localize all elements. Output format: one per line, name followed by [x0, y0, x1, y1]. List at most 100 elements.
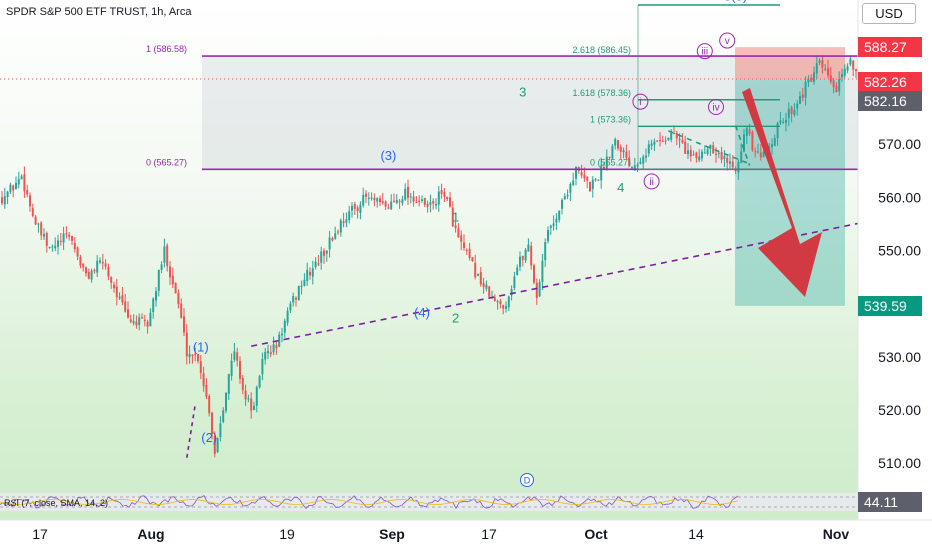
candle-body	[689, 150, 692, 157]
candle-body	[785, 119, 787, 123]
candle-body	[460, 235, 463, 242]
candle-body	[743, 134, 745, 152]
candle-body	[684, 141, 687, 154]
candle-body	[129, 319, 132, 322]
candle-body	[493, 297, 496, 301]
candle-body	[723, 155, 726, 159]
candle-body	[104, 263, 107, 267]
x-tick-label: Aug	[137, 526, 164, 542]
candle-body	[589, 181, 591, 192]
wave-label-circled: ii	[649, 177, 653, 188]
x-tick-label: Oct	[584, 526, 608, 542]
candle-body	[519, 256, 521, 267]
candle-body	[737, 161, 740, 173]
candle-body	[642, 156, 645, 164]
candle-body	[110, 277, 113, 283]
candle-body	[261, 358, 264, 375]
candle-body	[687, 150, 689, 155]
candle-body	[745, 127, 748, 136]
candle-body	[387, 207, 390, 209]
candle-body	[3, 196, 6, 205]
x-tick-label: 17	[32, 526, 48, 542]
candle-body	[373, 197, 376, 201]
candle-body	[34, 216, 37, 225]
wave-label-blue: (4)	[414, 305, 430, 320]
candle-body	[709, 144, 712, 149]
candle-body	[113, 284, 115, 289]
candle-body	[692, 154, 695, 156]
candle-body	[367, 197, 370, 199]
candle-body	[199, 361, 202, 374]
candle-body	[454, 225, 457, 229]
candle-body	[614, 138, 617, 146]
candle-body	[407, 186, 409, 198]
candle-body	[163, 246, 166, 263]
candle-body	[239, 361, 241, 379]
candle-body	[233, 351, 236, 360]
wave-label-circled: iii	[701, 47, 708, 58]
candle-body	[48, 246, 51, 248]
candle-body	[311, 268, 314, 277]
candle-body	[555, 218, 558, 223]
candle-body	[289, 303, 292, 311]
candle-body	[362, 194, 365, 206]
candle-body	[370, 197, 373, 199]
candle-body	[278, 334, 281, 347]
rsi-indicator-label[interactable]: RSI (7, close, SMA, 14, 2)	[4, 498, 109, 508]
fib-extension-label: 1.618 (578.36)	[572, 88, 631, 98]
candle-body	[496, 301, 499, 303]
candle-body	[26, 190, 29, 195]
candle-body	[146, 321, 149, 327]
candle-body	[510, 289, 513, 296]
candle-body	[779, 120, 782, 124]
candle-body	[68, 234, 71, 237]
wave-circle	[719, 32, 736, 49]
candle-body	[712, 145, 715, 154]
candle-body	[342, 221, 345, 224]
candle-body	[776, 123, 779, 139]
candle-body	[37, 223, 40, 225]
candle-body	[843, 68, 846, 76]
candle-body	[841, 74, 843, 78]
trendline-stub	[186, 404, 196, 458]
candle-body	[149, 312, 152, 327]
candle-body	[412, 196, 415, 202]
wave-label-green: 4	[617, 180, 624, 195]
candle-body	[421, 199, 423, 201]
candle-body	[611, 145, 614, 159]
candle-body	[717, 152, 720, 154]
candle-body	[821, 60, 824, 68]
candle-body	[264, 352, 267, 360]
candle-body	[160, 264, 163, 270]
currency-selector[interactable]: USD	[862, 3, 916, 24]
wave-label-circled: i	[639, 97, 641, 108]
candle-body	[832, 80, 835, 88]
candle-body	[499, 301, 502, 305]
candle-body	[132, 321, 135, 324]
dividend-event-marker[interactable]	[520, 473, 534, 487]
candle-body	[45, 233, 48, 246]
candle-body	[586, 176, 589, 181]
bearish-arrow	[742, 88, 822, 297]
candle-body	[729, 161, 731, 164]
price-tag-entry: 582.26	[858, 72, 922, 93]
time-axis[interactable]	[0, 520, 932, 550]
candle-body	[569, 183, 572, 193]
candle-body	[678, 138, 681, 140]
candle-body	[185, 332, 188, 357]
candle-body	[216, 437, 219, 453]
candle-body	[751, 132, 754, 151]
candle-body	[306, 269, 309, 281]
candle-body	[670, 132, 673, 140]
candle-body	[477, 273, 479, 276]
candle-body	[661, 140, 664, 142]
candle-body	[418, 201, 421, 203]
candle-body	[43, 234, 45, 237]
candle-body	[426, 203, 429, 207]
candle-body	[398, 200, 401, 202]
candle-body	[647, 144, 650, 154]
candle-body	[353, 203, 356, 209]
candle-body	[292, 296, 295, 303]
candle-body	[31, 208, 34, 216]
